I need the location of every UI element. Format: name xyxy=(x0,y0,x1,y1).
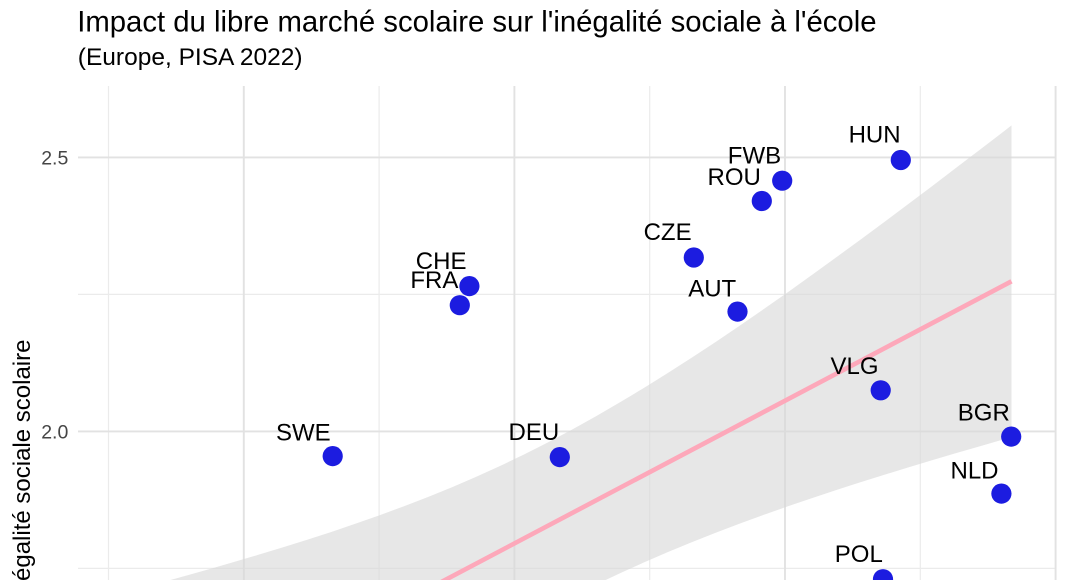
svg-text:SWE: SWE xyxy=(276,420,331,447)
svg-text:CHE: CHE xyxy=(416,248,467,275)
svg-text:2.5: 2.5 xyxy=(41,148,68,170)
svg-text:HUN: HUN xyxy=(849,122,901,149)
svg-text:NLD: NLD xyxy=(951,458,999,485)
svg-text:CZE: CZE xyxy=(644,219,692,246)
svg-text:DEU: DEU xyxy=(509,419,560,446)
svg-text:2.0: 2.0 xyxy=(41,422,68,444)
svg-text:ROU: ROU xyxy=(708,164,761,191)
svg-text:FRA: FRA xyxy=(410,267,458,294)
svg-text:BGR: BGR xyxy=(958,400,1010,427)
svg-text:(Europe, PISA 2022): (Europe, PISA 2022) xyxy=(78,44,303,71)
svg-text:AUT: AUT xyxy=(688,275,736,302)
svg-text:Inégalité sociale scolaire: Inégalité sociale scolaire xyxy=(9,340,36,580)
svg-text:POL: POL xyxy=(835,541,883,568)
svg-text:FWB: FWB xyxy=(728,143,781,170)
svg-text:VLG: VLG xyxy=(831,353,879,380)
svg-text:Impact du libre marché scolair: Impact du libre marché scolaire sur l'in… xyxy=(77,5,876,38)
